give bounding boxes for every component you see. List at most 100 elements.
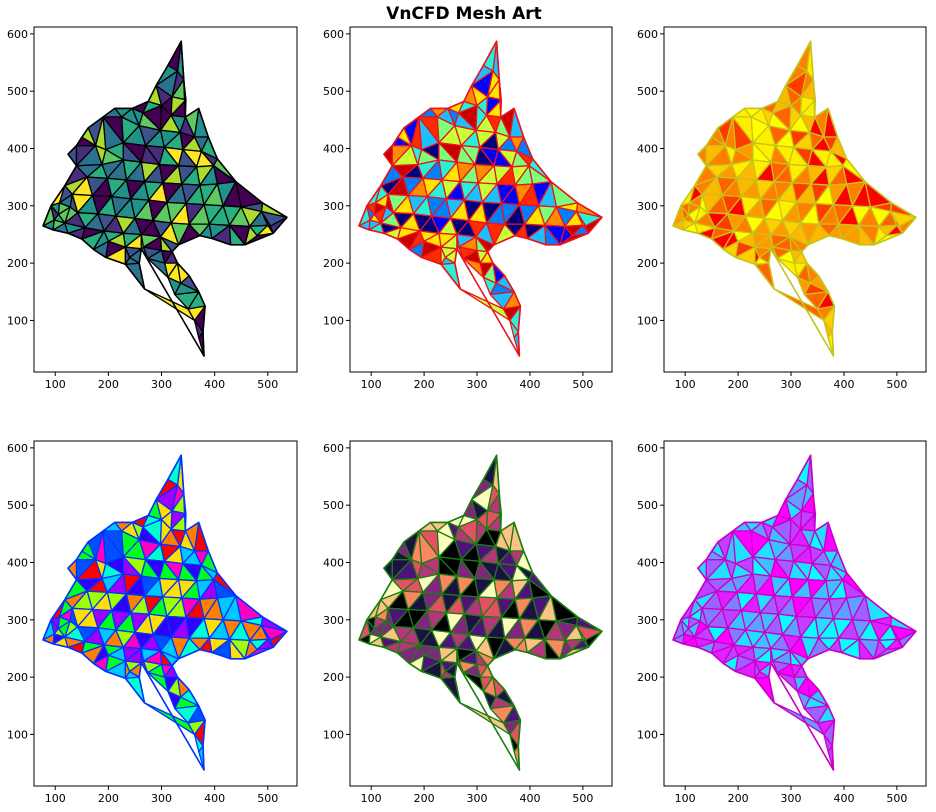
y-tick-label: 500 xyxy=(323,499,344,512)
x-tick-label: 300 xyxy=(151,792,172,805)
x-tick-label: 500 xyxy=(572,792,593,805)
axes-frame xyxy=(663,26,927,373)
x-tick-label: 400 xyxy=(204,378,225,391)
x-tick-label: 500 xyxy=(257,378,278,391)
mesh-triangle xyxy=(52,633,66,645)
mesh-triangle xyxy=(503,637,526,651)
mesh-outline xyxy=(672,454,917,771)
mesh-triangle xyxy=(816,305,836,322)
y-tick-label: 100 xyxy=(7,314,28,327)
x-tick-label: 200 xyxy=(98,378,119,391)
mesh-panel-4: 100 200 300 400 500 100 200 300 400 500 600 xyxy=(7,440,298,805)
mesh-triangle xyxy=(440,246,458,259)
mesh-triangle xyxy=(368,633,382,645)
y-tick-label: 600 xyxy=(637,442,658,455)
mesh-triangle xyxy=(64,222,86,234)
y-tick-label: 600 xyxy=(637,28,658,41)
mesh-triangle xyxy=(714,627,735,646)
y-tick-label: 500 xyxy=(637,499,658,512)
mesh-triangle xyxy=(187,305,206,322)
x-tick-label: 500 xyxy=(257,792,278,805)
mesh-triangle xyxy=(694,636,716,648)
mesh-triangle xyxy=(688,607,703,622)
mesh-triangle xyxy=(58,607,73,622)
mesh-triangle xyxy=(368,219,382,231)
mesh-triangle xyxy=(187,719,206,736)
mesh-triangle xyxy=(838,619,860,640)
y-tick-label: 200 xyxy=(323,671,344,684)
mesh-panel-1: 100 200 300 400 500 100 200 300 400 500 600 xyxy=(7,26,298,391)
mesh-triangle xyxy=(142,514,163,528)
mesh-triangle xyxy=(423,232,442,248)
mesh-triangle xyxy=(121,116,140,144)
mesh-triangle xyxy=(737,646,756,662)
mesh-triangle xyxy=(799,616,820,639)
mesh-triangle xyxy=(771,100,792,114)
y-tick-label: 600 xyxy=(7,28,28,41)
mesh-triangle xyxy=(575,624,587,641)
mesh-triangle xyxy=(84,213,105,232)
mesh-triangle xyxy=(509,733,519,753)
mesh-triangle xyxy=(170,616,190,639)
x-tick-label: 200 xyxy=(728,792,749,805)
mesh-triangle xyxy=(485,616,506,639)
mesh-triangle xyxy=(188,223,210,237)
y-tick-label: 200 xyxy=(7,257,28,270)
mesh-panel-5: 100 200 300 400 500 100 200 300 400 500 600 xyxy=(323,440,613,805)
mesh-outline xyxy=(358,40,603,357)
mesh-triangle xyxy=(193,733,204,753)
mesh-triangle xyxy=(803,705,829,724)
y-tick-label: 300 xyxy=(637,614,658,627)
y-tick-label: 400 xyxy=(7,142,28,155)
mesh-triangle xyxy=(485,202,506,225)
mesh-triangle xyxy=(436,116,456,144)
axes-frame xyxy=(663,440,927,787)
x-tick-label: 300 xyxy=(781,378,802,391)
mesh-triangle xyxy=(889,624,901,641)
y-tick-label: 200 xyxy=(7,671,28,684)
x-tick-label: 500 xyxy=(886,792,907,805)
y-tick-label: 300 xyxy=(7,614,28,627)
mesh-triangle xyxy=(816,719,836,736)
mesh-triangle xyxy=(750,116,770,144)
y-tick-label: 500 xyxy=(323,85,344,98)
x-tick-label: 100 xyxy=(45,792,66,805)
axes-frame xyxy=(33,26,298,373)
x-tick-label: 200 xyxy=(728,378,749,391)
axes-frame xyxy=(349,440,613,787)
x-tick-label: 400 xyxy=(204,792,225,805)
mesh-triangle xyxy=(823,733,833,753)
mesh-triangle xyxy=(682,633,696,645)
mesh-triangle xyxy=(208,205,231,226)
mesh-panel-3: 100 200 300 400 500 100 200 300 400 500 600 xyxy=(637,26,927,391)
mesh-triangle xyxy=(575,210,587,227)
mesh-triangle xyxy=(771,514,792,528)
mesh-triangle xyxy=(737,232,756,248)
mesh-triangle xyxy=(682,219,696,231)
mesh-triangle xyxy=(260,624,272,641)
mesh-triangle xyxy=(64,636,86,648)
mesh-panel-2: 100 200 300 400 500 100 200 300 400 500 600 xyxy=(323,26,613,391)
x-tick-label: 200 xyxy=(98,792,119,805)
mesh-triangle xyxy=(208,619,231,640)
y-tick-label: 500 xyxy=(637,85,658,98)
mesh-triangle xyxy=(776,257,799,279)
x-tick-label: 500 xyxy=(886,378,907,391)
y-tick-label: 300 xyxy=(323,614,344,627)
y-tick-label: 200 xyxy=(637,671,658,684)
mesh-triangle xyxy=(688,193,703,208)
mesh-outline xyxy=(672,40,917,357)
mesh-triangle xyxy=(817,223,840,237)
mesh-triangle xyxy=(817,637,840,651)
y-tick-label: 300 xyxy=(323,200,344,213)
y-tick-label: 100 xyxy=(323,314,344,327)
figure-title: VnCFD Mesh Art xyxy=(386,4,542,24)
y-tick-label: 600 xyxy=(323,442,344,455)
mesh-triangle xyxy=(489,705,515,724)
mesh-panel-6: 100 200 300 400 500 100 200 300 400 500 600 xyxy=(637,440,927,805)
y-tick-label: 200 xyxy=(323,257,344,270)
mesh-triangle xyxy=(754,246,772,259)
mesh-triangle xyxy=(193,319,204,339)
y-tick-label: 400 xyxy=(323,556,344,569)
